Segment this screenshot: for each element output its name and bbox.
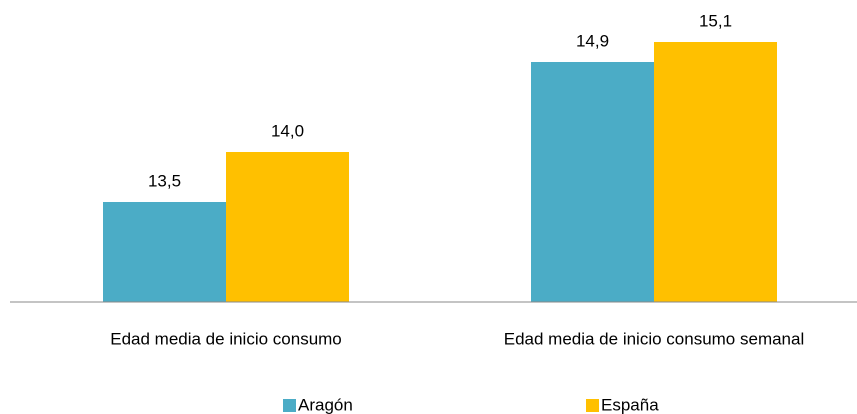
bar bbox=[226, 152, 349, 302]
x-tick-label: Edad media de inicio consumo semanal bbox=[504, 329, 805, 348]
bar bbox=[654, 42, 777, 302]
bar bbox=[103, 202, 226, 302]
value-label: 14,0 bbox=[271, 121, 304, 140]
legend-swatch bbox=[586, 399, 599, 412]
value-label: 15,1 bbox=[699, 11, 732, 30]
legend-label: Aragón bbox=[298, 395, 353, 414]
legend-swatch bbox=[283, 399, 296, 412]
bar bbox=[531, 62, 654, 302]
value-label: 13,5 bbox=[148, 171, 181, 190]
value-label: 14,9 bbox=[576, 31, 609, 50]
legend-label: España bbox=[601, 395, 659, 414]
x-tick-label: Edad media de inicio consumo bbox=[110, 329, 342, 348]
